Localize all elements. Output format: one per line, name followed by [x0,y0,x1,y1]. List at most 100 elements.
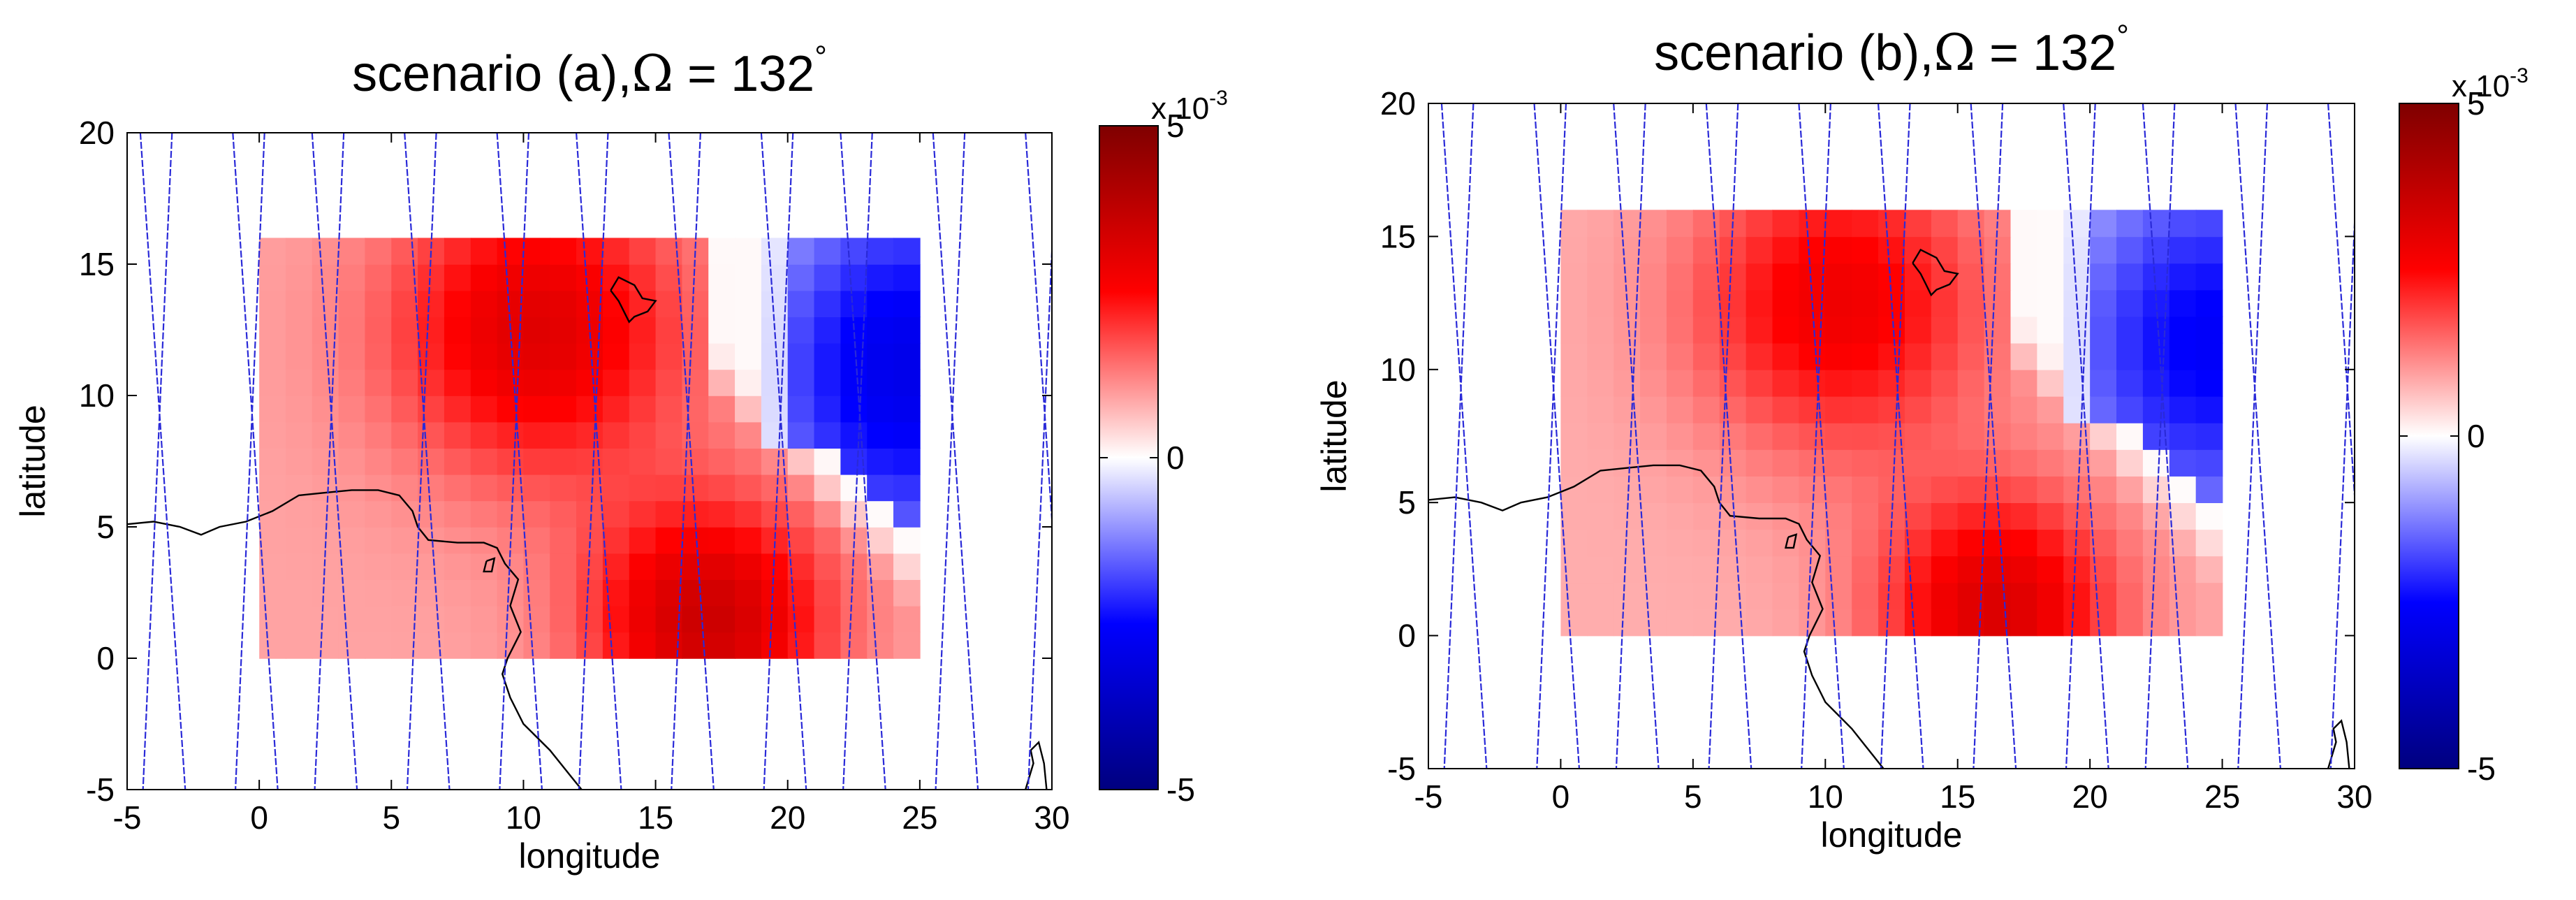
track-line [311,133,358,790]
heatmap-cell [629,579,657,607]
heatmap-cell [1587,395,1614,423]
y-tick-label: 20 [79,115,115,151]
heatmap-cell [814,395,842,423]
heatmap-cell [2169,236,2197,264]
x-tick-label: 15 [1940,778,1975,815]
heatmap-cell [1746,529,1773,557]
heatmap-cell [787,527,815,554]
heatmap-cell [444,553,471,580]
heatmap-cell [1640,210,1667,238]
track-line [1970,103,2017,769]
track-line [1533,103,1581,769]
heatmap-cell [1825,476,1852,503]
track-line [406,133,437,790]
heatmap-cell [2037,609,2065,637]
heatmap-cell [2090,395,2117,423]
heatmap-cell [602,369,630,396]
heatmap-cell [682,474,710,502]
coastline-east [2327,719,2350,769]
heatmap-cell [735,632,762,659]
heatmap-cell [655,264,683,291]
heatmap-cell [761,474,789,502]
heatmap-cell [312,290,339,317]
heatmap-cell [285,500,313,528]
heatmap-cell [867,342,894,370]
heatmap-cell [1931,609,1959,637]
heatmap-cell [550,264,577,291]
heatmap-cell [814,317,842,344]
heatmap-cell [840,395,868,423]
heatmap-cell [1825,342,1852,370]
heatmap-cell [708,474,736,502]
heatmap-cell [1878,263,1905,291]
heatmap-cell [2169,422,2197,450]
heatmap-cell [1904,236,1932,264]
heatmap-cell [470,421,498,449]
heatmap-cell [2195,342,2223,370]
heatmap-cell [1746,316,1773,344]
heatmap-cell [1772,316,1800,344]
heatmap-cell [1984,529,2012,557]
heatmap-cell [682,342,710,370]
heatmap-cell [259,369,286,396]
x-tick-label: -5 [1414,778,1443,815]
heatmap-cell [1878,476,1905,503]
heatmap-cell [840,500,868,528]
heatmap-cell [365,605,393,633]
heatmap-cell [1560,449,1588,477]
heatmap-cell [523,474,551,502]
heatmap-cell [1666,529,1694,557]
heatmap-cell [867,421,894,449]
heatmap-cell [787,342,815,370]
heatmap-cell [285,527,313,554]
heatmap-cell [1772,502,1800,530]
heatmap-cell [470,448,498,475]
heatmap-cell [893,264,921,291]
heatmap-cell [2116,236,2144,264]
heatmap-cell [893,342,921,370]
heatmap-cell [2142,369,2170,397]
heatmap-cell [365,238,393,265]
heatmap-cell [2010,316,2038,344]
heatmap-cell [1640,342,1667,370]
heatmap-cell [2169,476,2197,503]
heatmap-cell [1825,422,1852,450]
track-line [1973,103,2004,769]
heatmap-cell [1852,236,1879,264]
heatmap-cell [259,238,286,265]
x-axis: -5 0 5 10 15 20 25 30 [1414,103,2373,815]
heatmap-cell [1613,449,1641,477]
heatmap-cell [708,448,736,475]
heatmap-cell [523,448,551,475]
track-line [578,133,609,790]
heatmap-cell [2010,422,2038,450]
y-tick-label: 5 [96,509,115,545]
heatmap-cell [1640,316,1667,344]
x-axis: -5 0 5 10 15 20 25 30 [113,133,1070,836]
x-tick-label: 10 [506,799,541,836]
heatmap-cell [840,527,868,554]
track-line [842,133,873,790]
heatmap-cell [1904,395,1932,423]
heatmap-cell [1587,342,1614,370]
heatmap-cell [1692,342,1720,370]
heatmap-cell [338,553,366,580]
heatmap-cell [814,605,842,633]
heatmap-cell [1772,556,1800,583]
heatmap-cell [735,605,762,633]
x-axis-label: longitude [519,836,661,876]
track-line [142,133,173,790]
heatmap-cell [2195,556,2223,583]
heatmap-cell [1560,609,1588,637]
heatmap-cell [2116,316,2144,344]
heatmap-cell [602,395,630,423]
heatmap-cell [391,290,418,317]
heatmap-cell [2037,263,2065,291]
heatmap-cell [259,553,286,580]
heatmap-cell [1746,502,1773,530]
heatmap-cell [1931,289,1959,317]
heatmap-cell [550,527,577,554]
heatmap-cell [391,421,418,449]
heatmap-cell [1957,502,1985,530]
heatmap-cell [2195,529,2223,557]
